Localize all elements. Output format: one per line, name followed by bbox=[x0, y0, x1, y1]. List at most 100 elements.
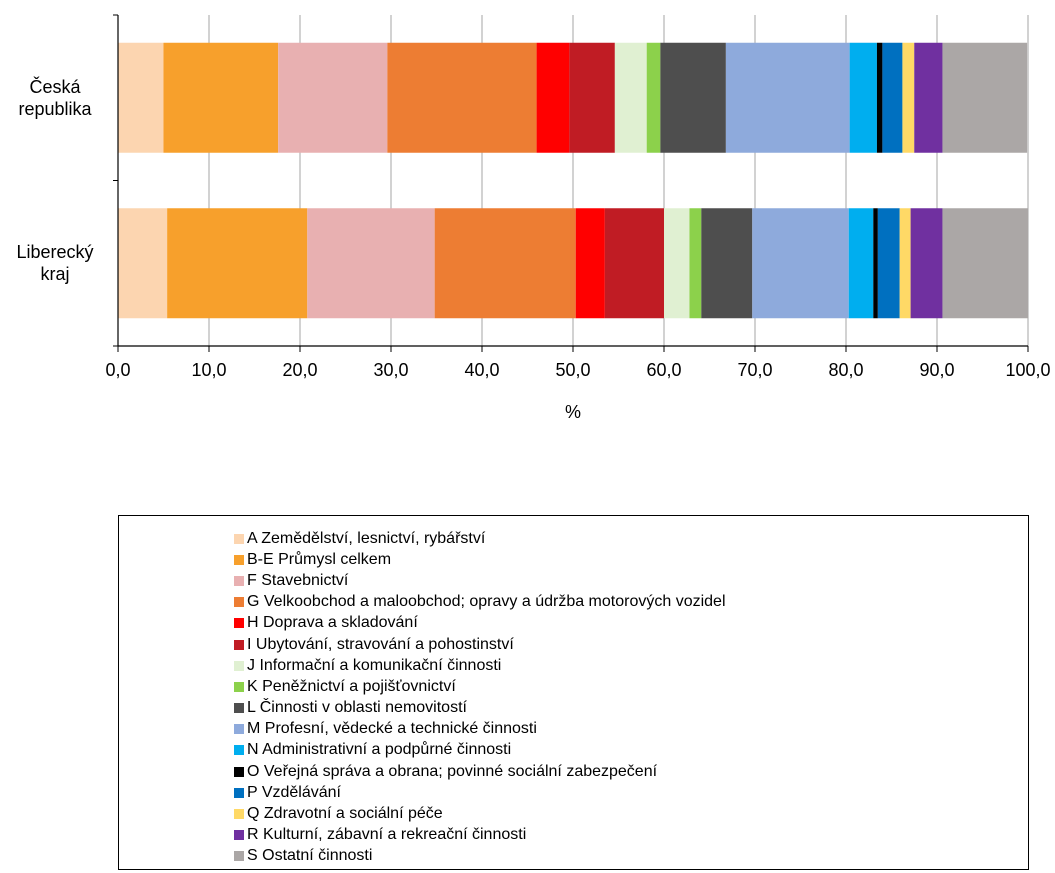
bar-segment bbox=[163, 42, 279, 153]
legend-swatch bbox=[234, 787, 244, 798]
bar-segment bbox=[604, 208, 664, 319]
legend-label: L Činnosti v oblasti nemovitostí bbox=[247, 699, 467, 717]
bar-segment bbox=[387, 42, 537, 153]
x-tick-label: 70,0 bbox=[737, 360, 772, 380]
bar-segment bbox=[536, 42, 570, 153]
legend-label: O Veřejná správa a obrana; povinné sociá… bbox=[247, 762, 658, 780]
legend-swatch bbox=[234, 830, 244, 841]
x-tick-label: 20,0 bbox=[282, 360, 317, 380]
bar-segment bbox=[660, 42, 726, 153]
legend-label: S Ostatní činnosti bbox=[247, 847, 373, 865]
legend-label: F Stavebnictví bbox=[247, 571, 349, 589]
x-tick-label: 50,0 bbox=[555, 360, 590, 380]
bar-segment bbox=[725, 42, 850, 153]
x-tick-labels: 0,0 10,0 20,0 30,0 40,0 50,0 60,0 70,0 80,0 90,0 1… bbox=[105, 360, 1050, 380]
bar-segment bbox=[118, 42, 164, 153]
axes bbox=[113, 14, 1029, 352]
legend-swatch bbox=[234, 639, 244, 650]
x-tick-label: 80,0 bbox=[828, 360, 863, 380]
legend-swatch bbox=[234, 554, 244, 565]
bar-segment bbox=[614, 42, 647, 153]
legend-swatch bbox=[234, 597, 244, 608]
legend-label: P Vzdělávání bbox=[247, 783, 341, 801]
legend-swatch bbox=[234, 809, 244, 820]
legend-swatch bbox=[234, 575, 244, 586]
legend-item: J Informační a komunikační činnosti bbox=[234, 655, 726, 676]
legend-item: K Peněžnictví a pojišťovnictví bbox=[234, 676, 726, 697]
bar-segment bbox=[899, 208, 911, 319]
bar-segment bbox=[752, 208, 849, 319]
bar-segment bbox=[914, 42, 943, 153]
legend-item: H Doprava a skladování bbox=[234, 613, 726, 634]
legend-item: N Administrativní a podpůrné činnosti bbox=[234, 740, 726, 761]
bar-segment bbox=[877, 208, 900, 319]
category-label: Česká republika bbox=[18, 76, 92, 119]
chart: 0,0 10,0 20,0 30,0 40,0 50,0 60,0 70,0 80,0 90,0 1… bbox=[105, 14, 1051, 422]
legend-item: B-E Průmysl celkem bbox=[234, 549, 726, 570]
x-tick-label: 60,0 bbox=[646, 360, 681, 380]
legend-swatch bbox=[234, 681, 244, 692]
legend-label: N Administrativní a podpůrné činnosti bbox=[247, 741, 512, 759]
bar-segment bbox=[849, 42, 877, 153]
bar-segment bbox=[167, 208, 308, 319]
x-axis-label: % bbox=[565, 402, 581, 422]
bar-segment bbox=[575, 208, 605, 319]
legend-swatch bbox=[234, 766, 244, 777]
legend-item: L Činnosti v oblasti nemovitostí bbox=[234, 698, 726, 719]
bar-segment bbox=[118, 208, 168, 319]
legend-label: H Doprava a skladování bbox=[247, 614, 418, 632]
bar-segment bbox=[646, 42, 661, 153]
bar-segment bbox=[569, 42, 615, 153]
legend-swatch bbox=[234, 851, 244, 862]
legend-label: R Kulturní, zábavní a rekreační činnosti bbox=[247, 826, 527, 844]
legend: A Zemědělství, lesnictví, rybářství B-E P… bbox=[118, 515, 1029, 870]
legend-swatch bbox=[234, 660, 244, 671]
legend-item: S Ostatní činnosti bbox=[234, 846, 726, 867]
legend-item: P Vzdělávání bbox=[234, 782, 726, 803]
legend-swatch bbox=[234, 703, 244, 714]
legend-label: A Zemědělství, lesnictví, rybářství bbox=[247, 529, 486, 547]
bar-segment bbox=[910, 208, 943, 319]
x-tick-label: 30,0 bbox=[373, 360, 408, 380]
legend-swatch bbox=[234, 533, 244, 544]
bar-segment bbox=[882, 42, 903, 153]
legend-item: R Kulturní, zábavní a rekreační činnosti bbox=[234, 825, 726, 846]
x-tick-label: 0,0 bbox=[105, 360, 130, 380]
legend-swatch bbox=[234, 724, 244, 735]
legend-label: G Velkoobchod a maloobchod; opravy a údr… bbox=[247, 593, 726, 611]
legend-item: A Zemědělství, lesnictví, rybářství bbox=[234, 528, 726, 549]
legend-item: Q Zdravotní a sociální péče bbox=[234, 803, 726, 824]
bar-segment bbox=[848, 208, 874, 319]
legend-swatch bbox=[234, 618, 244, 629]
bars bbox=[118, 42, 1028, 319]
x-tick-label: 100,0 bbox=[1005, 360, 1050, 380]
x-tick-label: 10,0 bbox=[191, 360, 226, 380]
bar-segment bbox=[307, 208, 435, 319]
legend-item: M Profesní, vědecké a technické činnosti bbox=[234, 719, 726, 740]
bar-segment bbox=[873, 208, 878, 319]
bar-segment bbox=[689, 208, 702, 319]
legend-label: J Informační a komunikační činnosti bbox=[247, 656, 502, 674]
legend-swatch bbox=[234, 745, 244, 756]
bar-segment bbox=[664, 208, 690, 319]
legend-label: I Ubytování, stravování a pohostinství bbox=[247, 635, 514, 653]
legend-label: Q Zdravotní a sociální péče bbox=[247, 805, 443, 823]
legend-list: A Zemědělství, lesnictví, rybářství B-E P… bbox=[234, 528, 726, 867]
bar-segment bbox=[278, 42, 388, 153]
x-tick-label: 40,0 bbox=[464, 360, 499, 380]
legend-label: K Peněžnictví a pojišťovnictví bbox=[247, 677, 456, 695]
category-label: Liberecký kraj bbox=[16, 242, 94, 285]
x-tick-label: 90,0 bbox=[919, 360, 954, 380]
bar-segment bbox=[876, 42, 883, 153]
bar-segment bbox=[902, 42, 915, 153]
bar-segment bbox=[942, 208, 1028, 319]
legend-label: B-E Průmysl celkem bbox=[247, 550, 392, 568]
legend-item: F Stavebnictví bbox=[234, 570, 726, 591]
bar-segment bbox=[942, 42, 1028, 153]
bar-segment bbox=[701, 208, 753, 319]
legend-item: O Veřejná správa a obrana; povinné sociá… bbox=[234, 761, 726, 782]
legend-item: I Ubytování, stravování a pohostinství bbox=[234, 634, 726, 655]
bar-segment bbox=[434, 208, 576, 319]
legend-item: G Velkoobchod a maloobchod; opravy a údr… bbox=[234, 592, 726, 613]
legend-label: M Profesní, vědecké a technické činnosti bbox=[247, 720, 537, 738]
